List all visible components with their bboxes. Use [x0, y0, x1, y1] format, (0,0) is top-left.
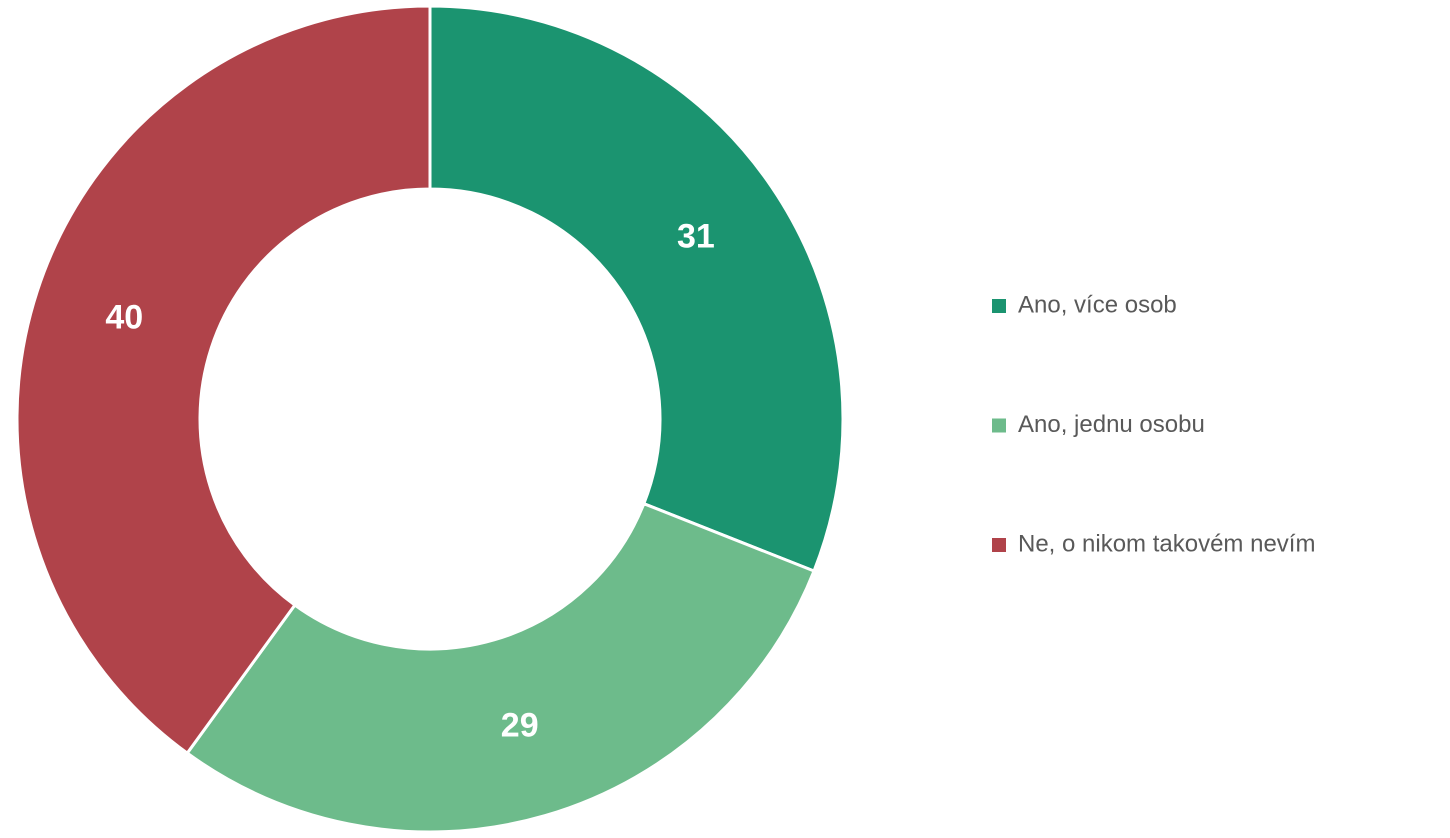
legend-label: Ano, jednu osobu: [1018, 411, 1205, 438]
slice: [428, 4, 845, 573]
data-label: 40: [105, 299, 143, 337]
data-label: 31: [677, 217, 715, 255]
slice: [185, 501, 816, 834]
legend-swatch: [992, 538, 1006, 552]
data-label: 29: [501, 707, 539, 745]
legend-swatch: [992, 299, 1006, 313]
legend-label: Ne, o nikom takovém nevím: [1018, 530, 1315, 557]
slice: [15, 4, 432, 756]
legend-swatch: [992, 418, 1006, 433]
legend-label: Ano, více osob: [1018, 291, 1177, 318]
